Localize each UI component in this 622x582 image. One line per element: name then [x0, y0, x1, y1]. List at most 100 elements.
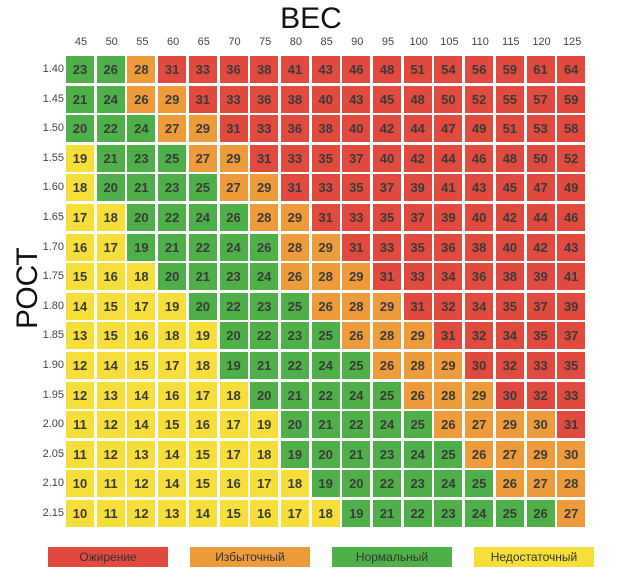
- heatmap-cell: 29: [188, 115, 217, 143]
- heatmap-cell: 16: [127, 322, 156, 350]
- heatmap-cell: 28: [311, 263, 340, 291]
- heatmap-cell: 22: [280, 352, 309, 379]
- heatmap-cell: 10: [66, 500, 94, 527]
- heatmap-cell: 32: [526, 381, 555, 409]
- x-tick-label: 60: [166, 36, 180, 48]
- heatmap-cell: 20: [311, 440, 340, 468]
- heatmap-cell: 22: [373, 470, 401, 498]
- heatmap-cell: 30: [465, 352, 494, 379]
- heatmap-cell: 24: [127, 115, 156, 143]
- heatmap-cell: 46: [557, 204, 586, 231]
- heatmap-cell: 21: [311, 411, 340, 439]
- heatmap-cell: 44: [526, 204, 555, 231]
- x-tick-label: 80: [289, 36, 303, 48]
- heatmap-cell: 17: [188, 381, 217, 409]
- heatmap-cell: 16: [188, 411, 217, 439]
- heatmap-cell: 26: [311, 292, 340, 320]
- heatmap-cell: 19: [280, 440, 309, 468]
- heatmap-cell: 35: [311, 144, 340, 172]
- heatmap-cell: 20: [158, 263, 187, 291]
- heatmap-cell: 38: [311, 115, 340, 143]
- heatmap-cell: 22: [403, 500, 432, 527]
- heatmap-cell: 10: [66, 470, 94, 498]
- x-tick-label: 90: [351, 36, 364, 48]
- heatmap-cell: 29: [526, 440, 555, 468]
- heatmap-cell: 46: [465, 144, 494, 172]
- legend-item: Нормальный: [332, 547, 452, 567]
- heatmap-cell: 20: [96, 174, 125, 202]
- heatmap-cell: 28: [403, 352, 432, 379]
- heatmap-cell: 47: [434, 115, 463, 143]
- heatmap-cell: 17: [219, 440, 248, 468]
- heatmap-cell: 59: [557, 85, 586, 113]
- heatmap-cell: 38: [465, 233, 494, 261]
- y-tick-label: 2.00: [42, 418, 64, 431]
- y-tick-label: 1.80: [42, 299, 64, 312]
- heatmap-cell: 15: [219, 500, 248, 527]
- heatmap-cell: 19: [158, 292, 187, 320]
- heatmap-cell: 17: [96, 233, 125, 261]
- heatmap-cell: 31: [434, 322, 463, 350]
- heatmap-cell: 41: [280, 56, 309, 83]
- heatmap-cell: 23: [127, 144, 156, 172]
- heatmap-cell: 28: [373, 322, 401, 350]
- heatmap-cell: 31: [557, 411, 586, 439]
- heatmap-cell: 21: [188, 263, 217, 291]
- heatmap-cell: 64: [557, 56, 586, 83]
- heatmap-cell: 27: [158, 115, 187, 143]
- y-tick-label: 1.70: [42, 240, 64, 253]
- heatmap-cell: 19: [250, 411, 279, 439]
- heatmap-cell: 11: [96, 500, 125, 527]
- heatmap-cell: 26: [342, 322, 371, 350]
- heatmap-cell: 26: [127, 85, 156, 113]
- heatmap-cell: 39: [557, 292, 586, 320]
- heatmap-cell: 17: [127, 292, 156, 320]
- heatmap-cell: 42: [373, 115, 401, 143]
- heatmap-cell: 34: [434, 263, 463, 291]
- heatmap-cell: 16: [219, 470, 248, 498]
- y-tick-label: 1.65: [42, 211, 64, 223]
- heatmap-cell: 14: [158, 440, 187, 468]
- heatmap-cell: 58: [557, 115, 586, 143]
- heatmap-cell: 15: [127, 352, 156, 379]
- heatmap-cell: 15: [188, 440, 217, 468]
- heatmap-cell: 29: [403, 322, 432, 350]
- heatmap-cell: 20: [280, 411, 309, 439]
- heatmap-cell: 24: [96, 85, 125, 113]
- heatmap-cell: 33: [526, 352, 555, 379]
- heatmap-cell: 52: [465, 85, 494, 113]
- heatmap-cell: 26: [403, 381, 432, 409]
- heatmap-cell: 24: [403, 440, 432, 468]
- heatmap-cell: 30: [526, 411, 555, 439]
- heatmap-cell: 23: [219, 263, 248, 291]
- heatmap-cell: 13: [96, 381, 125, 409]
- heatmap-cell: 27: [188, 144, 217, 172]
- heatmap-cell: 24: [342, 381, 371, 409]
- heatmap-cell: 33: [250, 115, 279, 143]
- heatmap-cell: 12: [127, 470, 156, 498]
- heatmap-cell: 15: [188, 470, 217, 498]
- heatmap-cell: 25: [403, 411, 432, 439]
- heatmap-cell: 12: [127, 500, 156, 527]
- heatmap-cell: 21: [96, 144, 125, 172]
- heatmap-cell: 13: [127, 440, 156, 468]
- heatmap-cell: 31: [280, 174, 309, 202]
- heatmap-cell: 39: [526, 263, 555, 291]
- x-tick-label: 45: [74, 36, 88, 48]
- heatmap-cell: 36: [280, 115, 309, 143]
- heatmap-cell: 24: [434, 470, 463, 498]
- heatmap-cell: 20: [66, 115, 94, 143]
- heatmap-cell: 15: [96, 292, 125, 320]
- heatmap-cell: 29: [280, 204, 309, 231]
- heatmap-cell: 14: [127, 381, 156, 409]
- heatmap-cell: 25: [465, 470, 494, 498]
- heatmap-cell: 22: [158, 204, 187, 231]
- heatmap-cell: 22: [342, 411, 371, 439]
- heatmap-cell: 35: [342, 174, 371, 202]
- heatmap-cell: 49: [557, 174, 586, 202]
- heatmap-cell: 29: [495, 411, 524, 439]
- heatmap-cell: 28: [342, 292, 371, 320]
- x-tick-label: 120: [532, 36, 551, 48]
- heatmap-cell: 11: [96, 470, 125, 498]
- heatmap-cell: 33: [188, 56, 217, 83]
